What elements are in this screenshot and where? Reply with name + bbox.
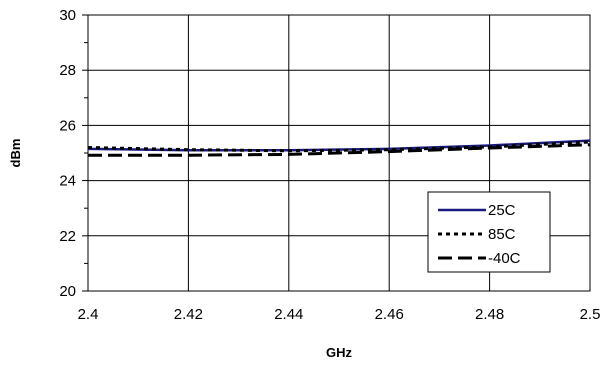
y-tick-labels: 20 22 24 26 28 30 — [59, 7, 76, 300]
series-lines — [87, 139, 591, 157]
y-tick-label: 30 — [59, 7, 76, 24]
x-axis-title: GHz — [326, 345, 353, 360]
minor-ticks — [82, 14, 88, 292]
y-tick-label: 28 — [59, 62, 76, 79]
y-axis-title: dBm — [8, 139, 23, 168]
x-tick-label: 2.42 — [174, 306, 203, 323]
series-line-40c — [88, 143, 591, 157]
x-tick-label: 2.48 — [475, 306, 504, 323]
x-tick-label: 2.44 — [274, 306, 303, 323]
legend: 25C 85C -40C — [427, 191, 551, 273]
y-tick-label: 20 — [59, 283, 76, 300]
series-line-85c — [87, 140, 591, 153]
legend-label: 85C — [488, 226, 516, 243]
x-tick-labels: 2.4 2.42 2.44 2.46 2.48 2.5 — [78, 306, 600, 323]
x-tick-label: 2.46 — [375, 306, 404, 323]
x-tick-label: 2.4 — [78, 306, 99, 323]
y-tick-label: 24 — [59, 173, 76, 190]
y-tick-label: 26 — [59, 117, 76, 134]
y-tick-label: 22 — [59, 228, 76, 245]
x-tick-label: 2.5 — [580, 306, 600, 323]
legend-label: -40C — [488, 250, 521, 267]
plot-frame — [87, 14, 591, 292]
legend-label: 25C — [488, 202, 516, 219]
